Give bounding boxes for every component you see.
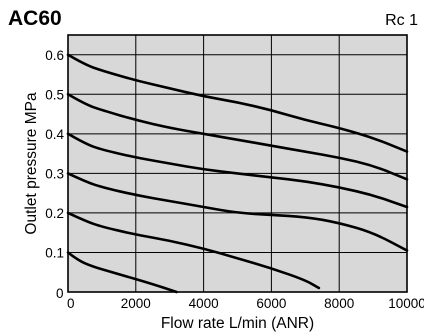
x-tick-label: 4000 [189,296,219,311]
x-axis-label: Flow rate L/min (ANR) [161,315,314,332]
series-line-1 [66,53,409,153]
port-size-label: Rc 1 [385,12,418,29]
y-axis-label: Outlet pressure MPa [23,92,40,235]
origin-tick-label: 0 [56,286,64,301]
y-tick-label: 0.1 [45,245,64,260]
x-tick-label: 2000 [121,296,151,311]
plot-area [68,35,407,292]
series-lines [66,53,409,294]
x-tick-label: 6000 [256,296,286,311]
x-tick-label: 10000 [388,296,424,311]
series-line-4 [66,172,409,252]
y-tick-labels: 0.1 0.2 0.3 0.4 0.5 0.6 [45,48,64,261]
series-line-5 [66,211,321,290]
y-tick-label: 0.3 [45,166,64,181]
x-tick-labels: 0 2000 4000 6000 8000 10000 [67,296,424,311]
y-tick-label: 0.2 [45,206,64,221]
model-label: AC60 [8,7,62,30]
x-tick-label: 0 [67,296,75,311]
series-line-2 [66,93,409,181]
y-tick-label: 0.4 [45,127,64,142]
x-tick-label: 8000 [324,296,354,311]
series-line-3 [66,132,409,209]
y-tick-label: 0.5 [45,87,64,102]
plot-frame [67,34,408,293]
series-line-6 [66,251,178,294]
y-tick-label: 0.6 [45,48,64,63]
